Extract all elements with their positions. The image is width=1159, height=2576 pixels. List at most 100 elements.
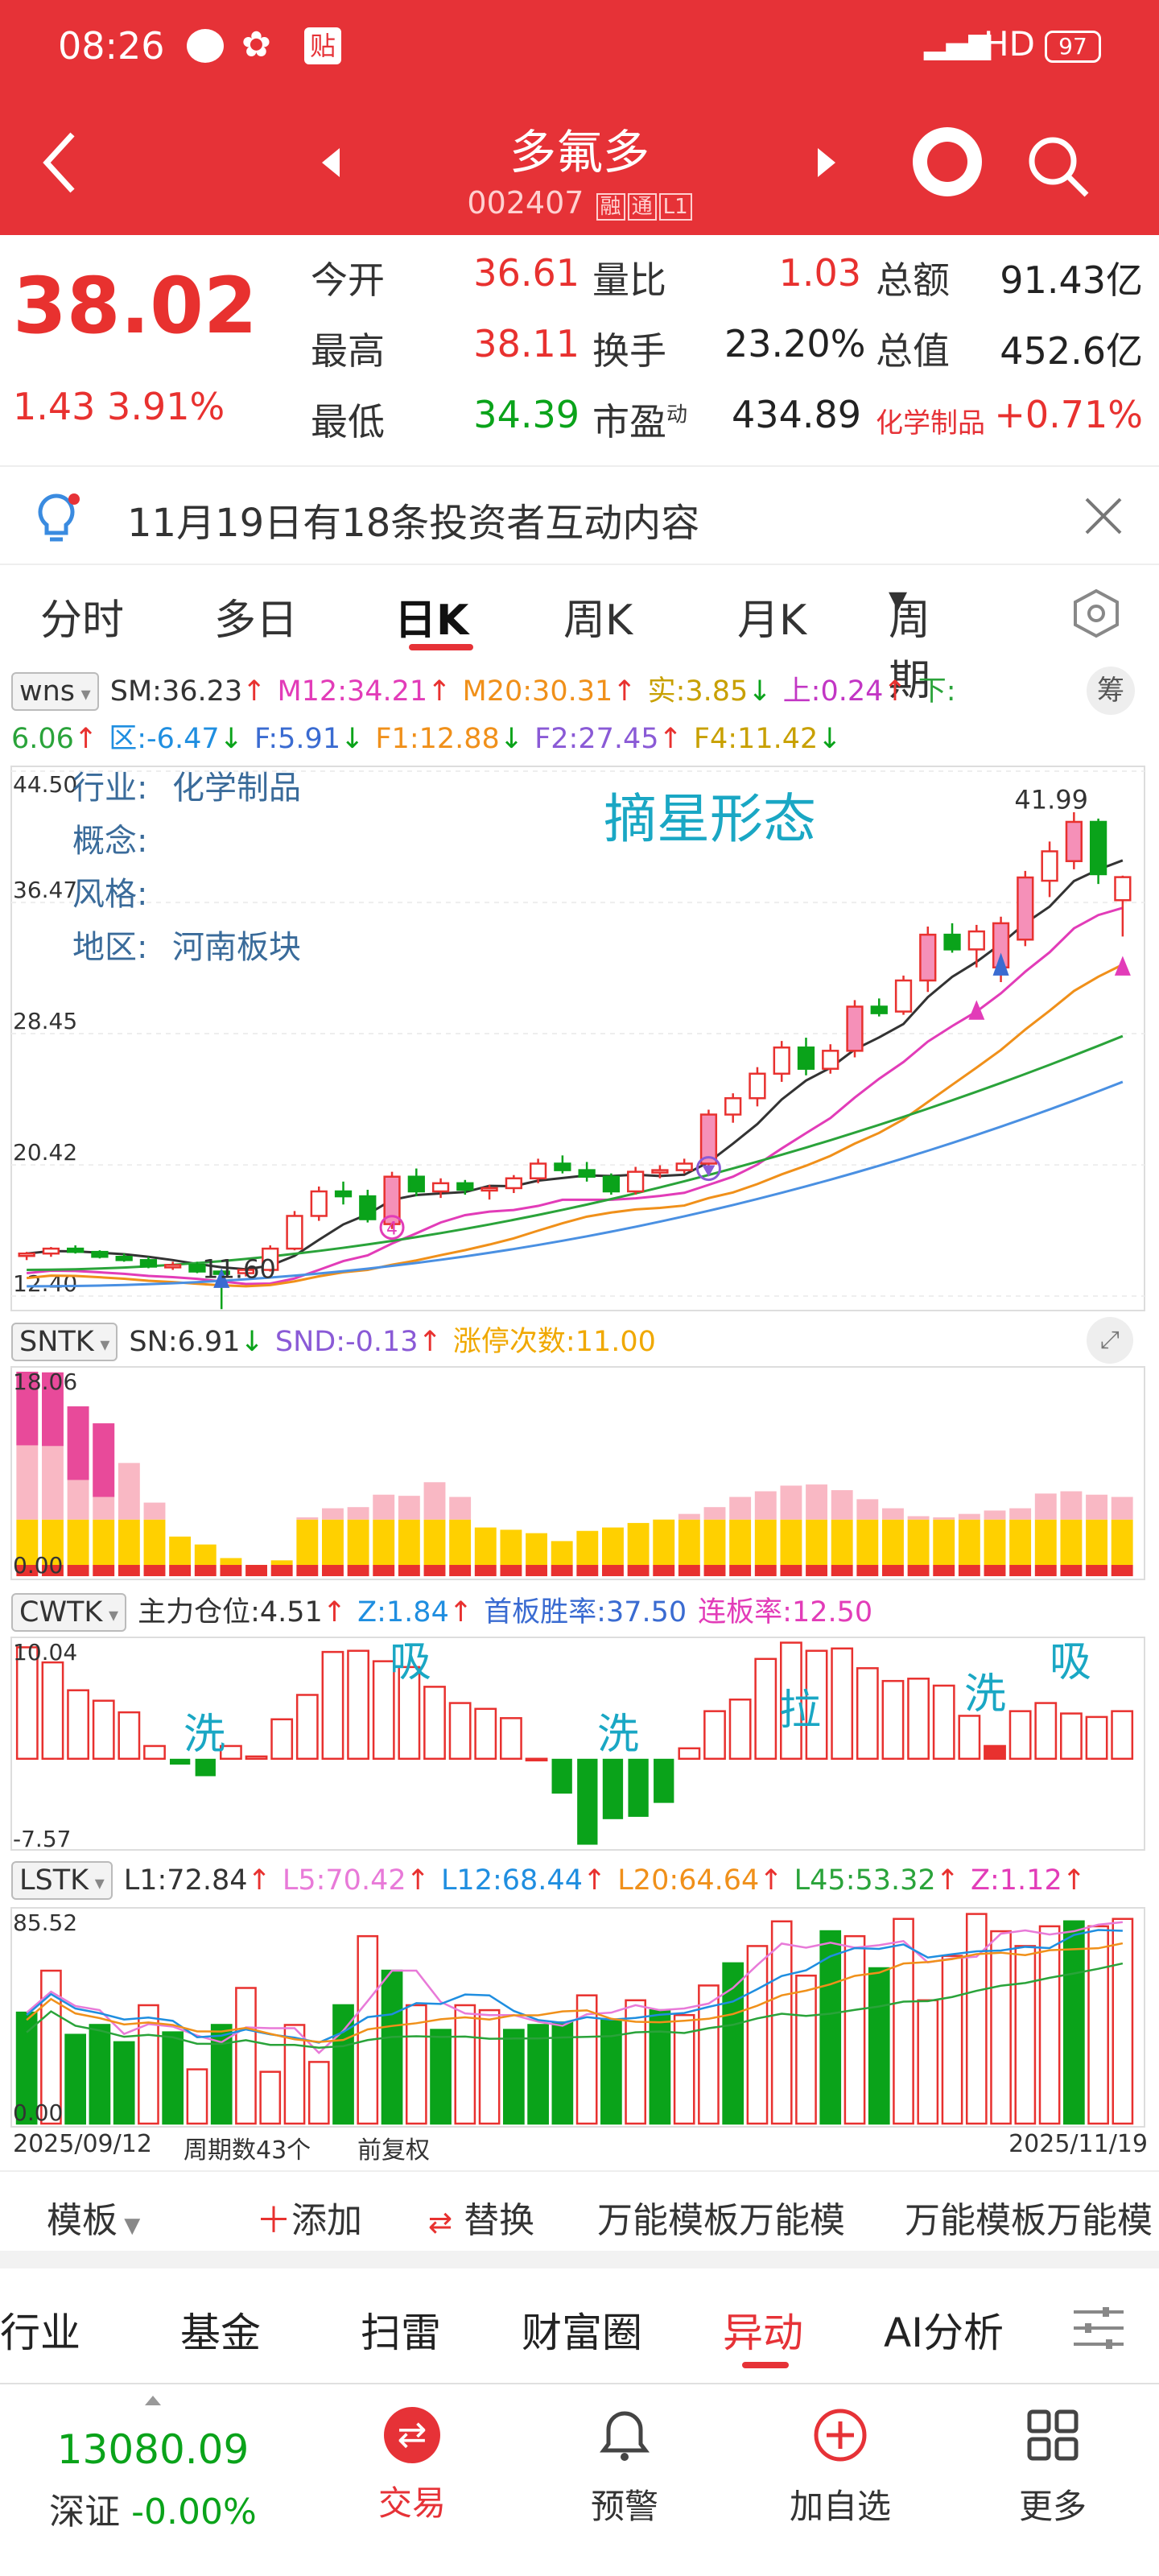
cwtk-bar	[41, 1661, 64, 1761]
back-icon[interactable]	[40, 130, 80, 195]
cwtk-bar	[1060, 1712, 1083, 1761]
indicator-value: 连板率:12.50	[698, 1596, 873, 1629]
next-stock-icon[interactable]	[815, 147, 839, 179]
sntk-bar-pink	[780, 1485, 802, 1520]
mascot-icon[interactable]	[913, 127, 982, 196]
indicator-selector[interactable]: CWTK ▾	[11, 1593, 127, 1632]
sntk-bar-base	[984, 1565, 1006, 1576]
lstk-bar	[64, 2033, 87, 2125]
tab-multiday[interactable]: 多日	[214, 597, 299, 645]
lstk-bar	[527, 2024, 549, 2125]
template-item-2[interactable]: 万能模板万能模	[905, 2200, 1153, 2241]
nav-trade[interactable]: ⇄ 交易	[348, 2407, 476, 2525]
cwtk-bar	[907, 1678, 930, 1761]
template-item-1[interactable]: 万能模板万能模	[597, 2200, 845, 2241]
quote-label: 总额	[876, 258, 950, 302]
sntk-bar-base	[653, 1565, 675, 1576]
sntk-bar-yellow	[526, 1533, 547, 1565]
replace-button[interactable]: ⇄ 替换	[428, 2200, 535, 2241]
stock-tag: 通	[627, 193, 657, 221]
cwtk-bar	[628, 1758, 649, 1817]
cwtk-bar	[1085, 1715, 1108, 1761]
sntk-bar-yellow	[143, 1519, 166, 1565]
sntk-bar-yellow	[169, 1536, 192, 1565]
indicator-selector[interactable]: wns ▾	[11, 672, 99, 711]
index-name-change[interactable]: 深证 -0.00%	[49, 2491, 257, 2533]
cwtk-bar	[195, 1758, 216, 1777]
quote-value: 434.89	[732, 393, 861, 436]
add-button[interactable]: ＋添加	[256, 2200, 362, 2241]
signal-icon: ▂▄▆	[924, 27, 992, 60]
candle-body	[359, 1195, 377, 1220]
candle-body	[115, 1256, 133, 1261]
candle-body	[651, 1169, 669, 1174]
sntk-bar-base	[729, 1565, 752, 1576]
close-icon[interactable]	[1083, 496, 1124, 536]
lstk-bar	[795, 1974, 817, 2125]
sntk-bar-yellow	[984, 1519, 1006, 1565]
sntk-bar-base	[907, 1565, 930, 1576]
tab-wealth-circle[interactable]: 财富圈	[522, 2310, 642, 2356]
tab-weekly-k[interactable]: 周K	[563, 597, 633, 645]
cwtk-bar	[448, 1702, 472, 1761]
indicator-value: 下:	[918, 675, 956, 708]
tab-fenshi[interactable]: 分时	[40, 597, 125, 645]
cwtk-bar	[831, 1647, 854, 1761]
nav-more[interactable]: 更多	[988, 2407, 1117, 2529]
lstk-bar	[332, 2004, 354, 2125]
candle-body	[456, 1182, 474, 1191]
index-value[interactable]: 13080.09	[56, 2426, 250, 2473]
tab-risk-scan[interactable]: 扫雷	[361, 2310, 441, 2356]
sntk-bar-yellow	[500, 1530, 522, 1565]
indicator-value: 区:-6.47↓	[109, 723, 243, 755]
template-dropdown[interactable]: 模板 ▼	[47, 2200, 141, 2241]
candle-body	[1089, 820, 1107, 876]
sntk-bar-pink	[856, 1499, 879, 1520]
tab-monthly-k[interactable]: 月K	[737, 597, 807, 645]
sntk-bar-pink	[449, 1496, 472, 1520]
prev-stock-icon[interactable]	[319, 147, 343, 179]
l12-line	[26, 1929, 1123, 2044]
trade-icon: ⇄	[384, 2407, 440, 2463]
expand-icon[interactable]: ⤢	[1087, 1317, 1133, 1364]
tab-abnormal[interactable]: 异动	[723, 2310, 803, 2356]
cwtk-note: 吸	[1050, 1638, 1091, 1686]
quote-value: 34.39	[473, 393, 580, 436]
sntk-bar-base	[1060, 1565, 1083, 1576]
status-time: 08:26	[58, 24, 165, 68]
sntk-bar-base	[143, 1565, 166, 1576]
hexagon-settings-icon[interactable]	[1070, 588, 1122, 639]
candlestick-chart[interactable]: 44.50 36.47 28.45 20.42 12.40 4 41.99 11.60 摘星形态…	[0, 765, 1159, 1320]
notice-bar[interactable]: 11月19日有18条投资者互动内容	[0, 465, 1159, 565]
cwtk-bar	[372, 1660, 395, 1761]
filter-sliders-icon[interactable]	[1070, 2306, 1127, 2351]
nav-add-watchlist[interactable]: 加自选	[776, 2407, 905, 2529]
wns-values-line1: wns ▾ SM:36.23↑ M12:34.21↑ M20:30.31↑ 实:3.85…	[11, 668, 1138, 711]
search-icon[interactable]	[1024, 132, 1091, 200]
y-tick-label: 44.50	[13, 771, 77, 798]
indicator-value: SM:36.23↑	[109, 675, 266, 708]
nav-alert[interactable]: 预警	[560, 2407, 689, 2529]
tab-industry[interactable]: 行业	[0, 2310, 80, 2356]
candle-body	[1065, 820, 1083, 862]
caret-up-icon[interactable]	[143, 2394, 163, 2407]
sntk-bar-yellow	[933, 1519, 955, 1565]
ma-line-m20	[26, 963, 1124, 1288]
indicator-selector[interactable]: SNTK ▾	[11, 1323, 118, 1361]
sntk-bar-yellow	[856, 1519, 879, 1565]
sntk-bar-pink	[882, 1508, 904, 1520]
sntk-bar-base	[958, 1565, 980, 1576]
indicator-value: SND:-0.13↑	[274, 1326, 442, 1358]
sntk-bar-pink	[296, 1517, 319, 1520]
tab-daily-k[interactable]: 日K	[394, 597, 469, 645]
plus-icon: ＋	[256, 2200, 291, 2241]
y-tick-label: -7.57	[13, 1826, 71, 1852]
cwtk-bar	[958, 1715, 981, 1761]
sntk-bar-yellow	[398, 1519, 420, 1565]
lstk-bar	[259, 2070, 282, 2125]
tab-ai-analysis[interactable]: AI分析	[884, 2310, 1004, 2356]
period-info: 2025/09/12 周期数43个 前复权 2025/11/19	[13, 2130, 1148, 2165]
indicator-selector[interactable]: LSTK ▾	[11, 1861, 113, 1900]
chips-button[interactable]: 筹	[1087, 667, 1135, 715]
tab-fund[interactable]: 基金	[180, 2310, 261, 2356]
